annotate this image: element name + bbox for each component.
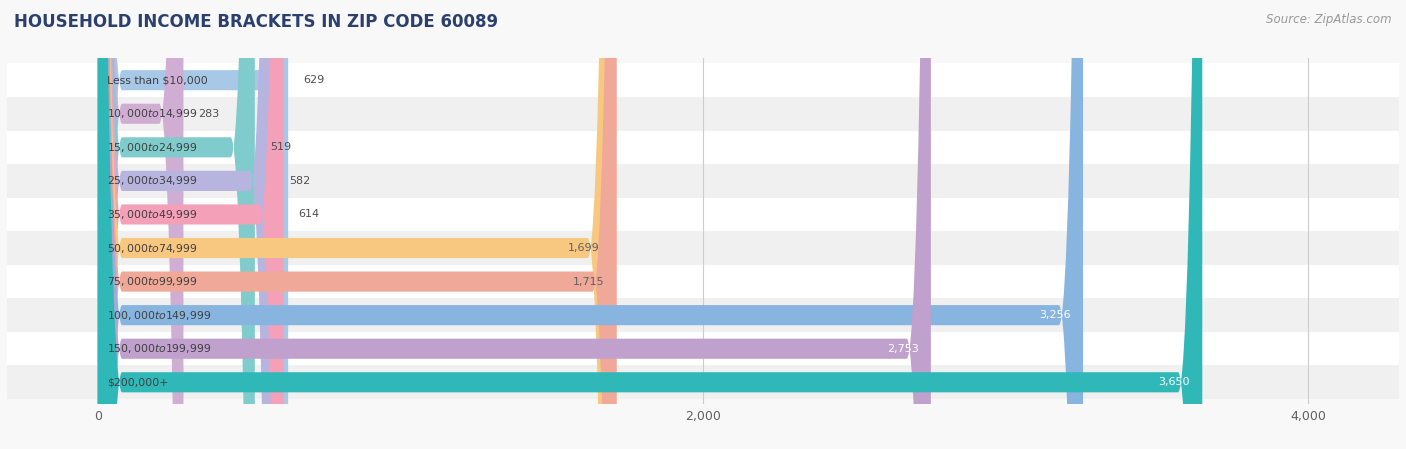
Text: 629: 629: [304, 75, 325, 85]
Text: $25,000 to $34,999: $25,000 to $34,999: [107, 174, 197, 187]
Text: 1,699: 1,699: [568, 243, 600, 253]
Bar: [7, 63, 1399, 97]
Text: 614: 614: [298, 209, 319, 220]
Bar: [7, 365, 1399, 399]
Bar: [7, 198, 1399, 231]
Text: $15,000 to $24,999: $15,000 to $24,999: [107, 141, 197, 154]
FancyBboxPatch shape: [98, 0, 284, 449]
Bar: [7, 164, 1399, 198]
Text: 2,753: 2,753: [887, 344, 918, 354]
FancyBboxPatch shape: [98, 0, 1202, 449]
Bar: [7, 299, 1399, 332]
FancyBboxPatch shape: [98, 0, 931, 449]
FancyBboxPatch shape: [98, 0, 1083, 449]
Text: Source: ZipAtlas.com: Source: ZipAtlas.com: [1267, 13, 1392, 26]
Text: $50,000 to $74,999: $50,000 to $74,999: [107, 242, 197, 255]
Bar: [7, 231, 1399, 265]
FancyBboxPatch shape: [98, 0, 288, 449]
Text: 1,715: 1,715: [574, 277, 605, 286]
Text: 283: 283: [198, 109, 219, 119]
Text: $200,000+: $200,000+: [107, 377, 169, 387]
FancyBboxPatch shape: [98, 0, 274, 449]
Text: $100,000 to $149,999: $100,000 to $149,999: [107, 308, 211, 321]
Text: Less than $10,000: Less than $10,000: [107, 75, 208, 85]
Text: $35,000 to $49,999: $35,000 to $49,999: [107, 208, 197, 221]
Bar: [7, 131, 1399, 164]
Text: $150,000 to $199,999: $150,000 to $199,999: [107, 342, 211, 355]
Text: $10,000 to $14,999: $10,000 to $14,999: [107, 107, 197, 120]
FancyBboxPatch shape: [98, 0, 612, 449]
Text: HOUSEHOLD INCOME BRACKETS IN ZIP CODE 60089: HOUSEHOLD INCOME BRACKETS IN ZIP CODE 60…: [14, 13, 498, 31]
FancyBboxPatch shape: [98, 0, 617, 449]
Text: $75,000 to $99,999: $75,000 to $99,999: [107, 275, 197, 288]
Text: 519: 519: [270, 142, 291, 152]
Text: 582: 582: [290, 176, 311, 186]
FancyBboxPatch shape: [98, 0, 183, 449]
Text: 3,256: 3,256: [1039, 310, 1071, 320]
Bar: [7, 332, 1399, 365]
Text: 3,650: 3,650: [1159, 377, 1189, 387]
FancyBboxPatch shape: [98, 0, 254, 449]
Bar: [7, 97, 1399, 131]
Bar: [7, 265, 1399, 299]
